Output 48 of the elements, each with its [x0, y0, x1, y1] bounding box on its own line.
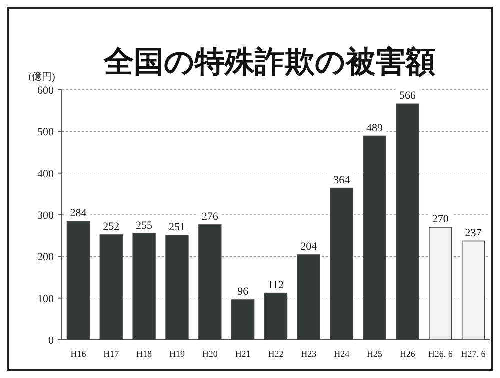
- y-tick-label: 500: [38, 126, 54, 139]
- data-label: 112: [268, 279, 284, 292]
- chart-title: 全国の特殊詐欺の被害額: [103, 45, 436, 79]
- bar: [100, 234, 123, 340]
- data-label: 489: [366, 122, 384, 134]
- bar: [297, 254, 321, 340]
- x-tick-label: H27. 6: [461, 349, 486, 359]
- x-tick-label: H24: [334, 349, 350, 359]
- x-tick-label: H20: [202, 349, 218, 359]
- x-tick-label: H17: [104, 349, 120, 359]
- bar: [264, 292, 288, 340]
- data-label: 270: [432, 214, 450, 226]
- data-label: 566: [399, 90, 416, 102]
- y-tick-label: 300: [38, 210, 54, 222]
- x-tick-label: H19: [169, 349, 186, 359]
- bar: [429, 227, 452, 340]
- y-tick-label: 0: [48, 335, 54, 347]
- x-tick-label: H26. 6: [428, 349, 454, 359]
- bar: [330, 188, 354, 340]
- x-tick-label: H26: [400, 349, 416, 359]
- y-tick-label: 600: [38, 85, 54, 97]
- x-tick-label: H25: [367, 349, 384, 359]
- x-tick-label: H21: [235, 349, 251, 359]
- data-label: 276: [202, 211, 219, 223]
- bar: [198, 224, 222, 340]
- bar: [396, 104, 420, 340]
- x-tick-label: H23: [301, 349, 318, 359]
- bar: [66, 221, 90, 340]
- bar: [132, 233, 156, 340]
- y-tick-label: 400: [38, 168, 54, 180]
- bar: [363, 136, 386, 340]
- x-tick-label: H16: [70, 349, 87, 359]
- y-tick-label: 100: [38, 293, 54, 306]
- data-label: 204: [300, 241, 318, 253]
- bar: [166, 235, 189, 340]
- x-tick-label: H22: [268, 349, 284, 359]
- data-label: 252: [103, 221, 120, 233]
- y-tick-label: 200: [38, 252, 54, 264]
- data-label: 364: [334, 174, 351, 186]
- x-tick-label: H18: [136, 349, 153, 359]
- y-axis-title: (億円): [28, 71, 56, 83]
- data-label: 251: [168, 221, 186, 234]
- data-label: 255: [136, 220, 154, 232]
- data-label: 96: [238, 286, 250, 298]
- data-label: 284: [70, 208, 88, 220]
- bar: [462, 240, 486, 340]
- bar: [231, 300, 255, 340]
- data-label: 237: [465, 227, 482, 240]
